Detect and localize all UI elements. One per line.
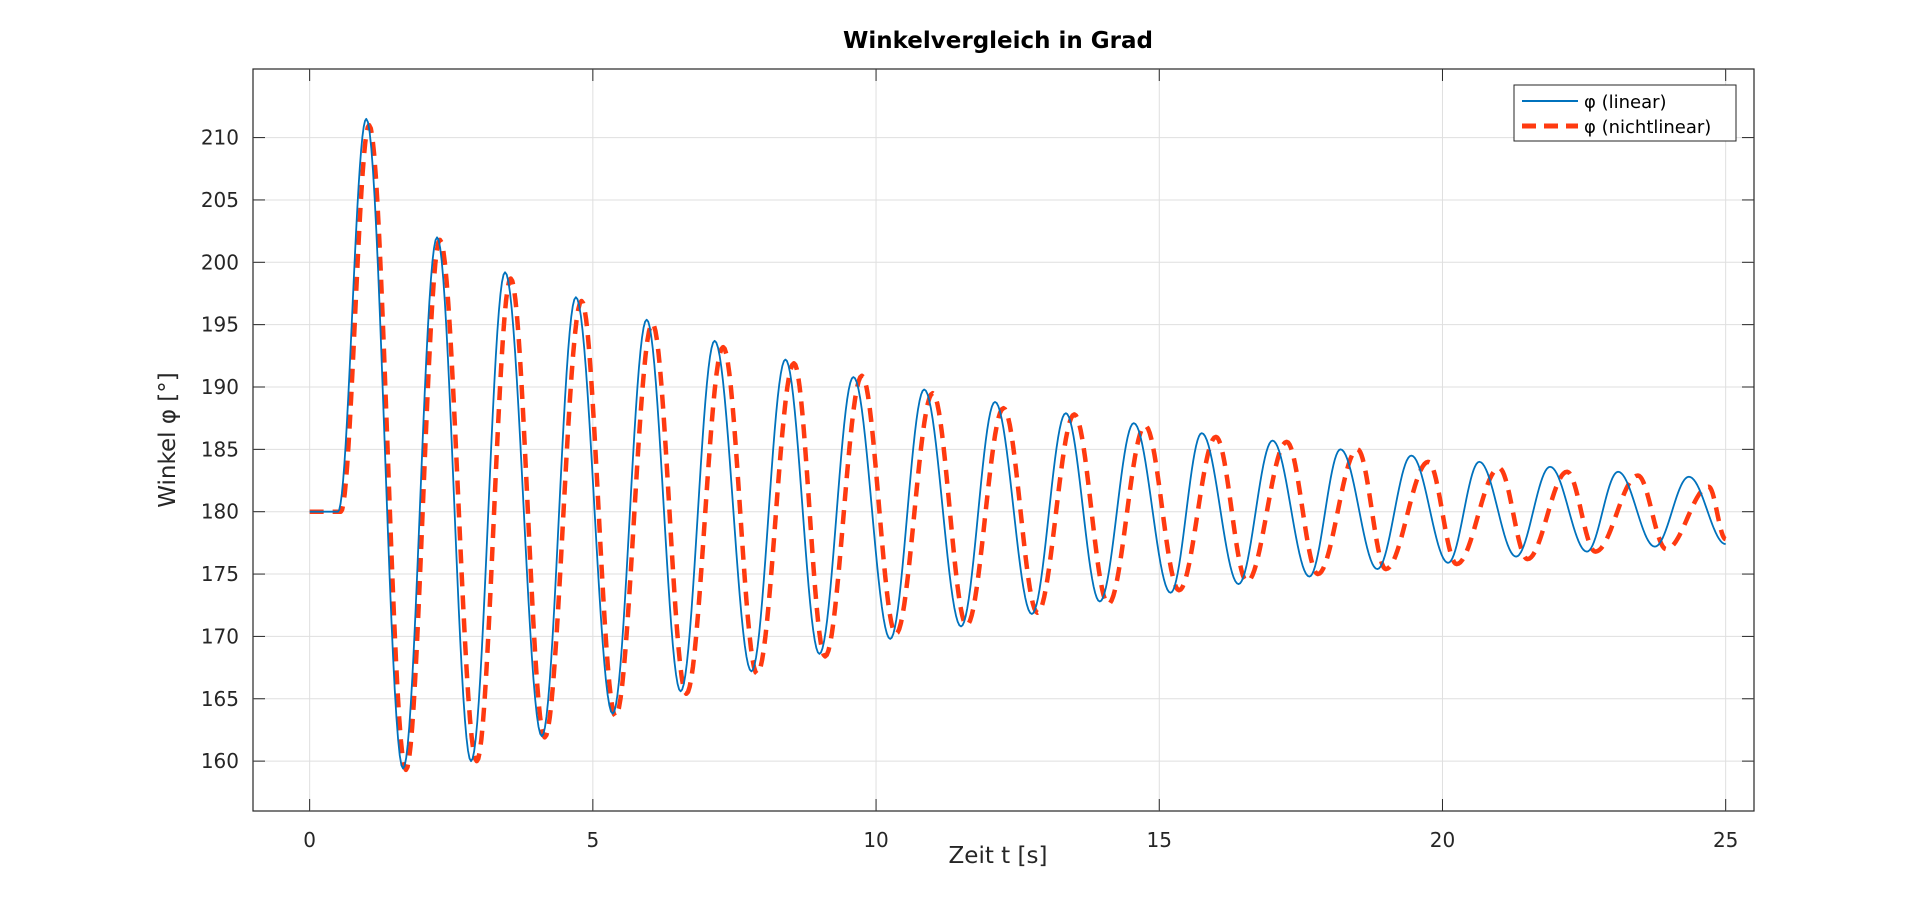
y-tick-label: 205	[201, 188, 239, 212]
y-tick-label: 190	[201, 375, 239, 399]
legend-label-nichtlinear: φ (nichtlinear)	[1584, 117, 1711, 138]
x-axis-label: Zeit t [s]	[949, 843, 1048, 869]
series-line-linear	[309, 117, 1726, 770]
y-tick-label: 175	[201, 562, 239, 586]
x-tick-label: 0	[303, 828, 316, 852]
series-lines	[309, 117, 1728, 773]
y-tick-label: 195	[201, 313, 239, 337]
legend-label-linear: φ (linear)	[1584, 92, 1667, 113]
legend: φ (linear) φ (nichtlinear)	[1513, 84, 1737, 142]
y-tick-label: 180	[201, 500, 239, 524]
y-tick-label: 170	[201, 624, 239, 648]
y-axis-label: Winkel φ [°]	[155, 372, 181, 507]
y-tick-label: 160	[201, 749, 239, 773]
y-tick-label: 210	[201, 126, 239, 150]
y-tick-label: 200	[201, 250, 239, 274]
tick-labels: 0 5 10 15 20 25 160 165 170 175 180 185 190 195 200 205…	[201, 126, 1739, 852]
x-tick-label: 15	[1147, 828, 1172, 852]
axis-ticks	[253, 69, 1754, 811]
y-tick-label: 165	[201, 687, 239, 711]
plot-area	[252, 68, 1755, 812]
x-tick-label: 10	[863, 828, 888, 852]
x-tick-label: 5	[586, 828, 599, 852]
x-tick-label: 25	[1713, 828, 1738, 852]
chart-title: Winkelvergleich in Grad	[843, 28, 1153, 54]
x-tick-label: 20	[1430, 828, 1455, 852]
series-line-nichtlinear	[309, 122, 1728, 773]
y-tick-label: 185	[201, 437, 239, 461]
legend-box	[1513, 84, 1737, 142]
